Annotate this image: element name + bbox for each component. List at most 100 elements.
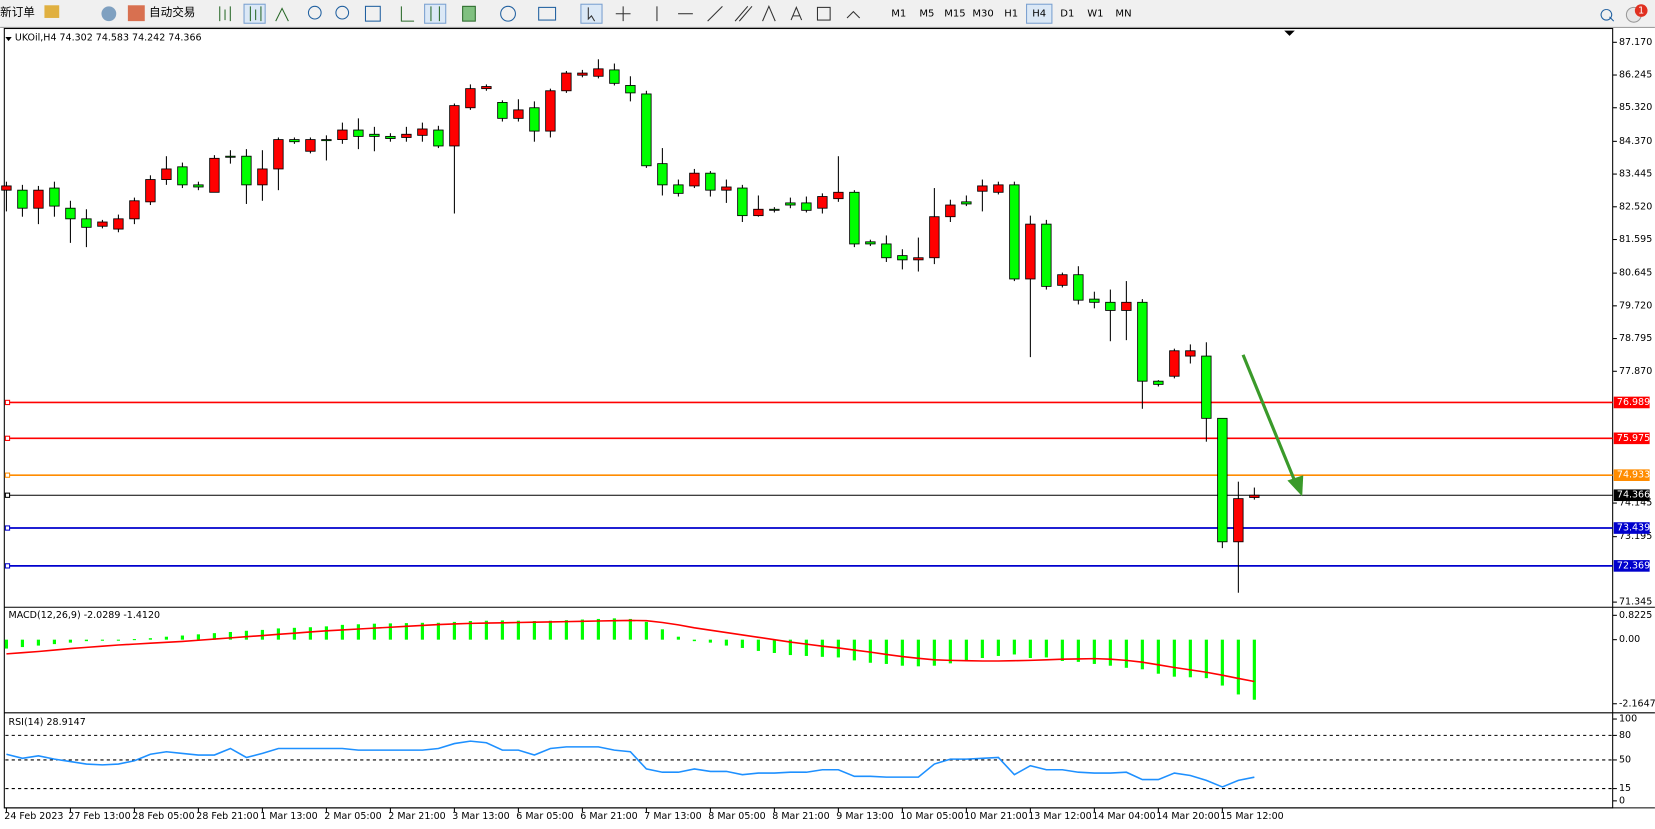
- candle-body: [769, 208, 780, 211]
- candle-body: [209, 157, 220, 193]
- x-tick-label: 8 Mar 21:00: [772, 811, 829, 822]
- notification-badge: [1634, 4, 1648, 17]
- icon[interactable]: [249, 6, 262, 22]
- candle-body: [1217, 417, 1228, 543]
- candle-body: [1105, 301, 1116, 311]
- candle-body: [721, 186, 732, 191]
- timeframe-button[interactable]: M15: [944, 9, 965, 20]
- timeframe-button[interactable]: D1: [1060, 9, 1074, 20]
- timeframe-button[interactable]: W1: [1087, 9, 1103, 20]
- macd-bar: [356, 624, 360, 640]
- fibo-tool[interactable]: [762, 4, 776, 22]
- icon[interactable]: [500, 5, 516, 22]
- candle-body: [145, 179, 156, 203]
- macd-bar: [612, 618, 616, 640]
- search-icon[interactable]: [1600, 8, 1615, 22]
- cursor-tool[interactable]: [580, 3, 603, 24]
- timeframe-button[interactable]: H1: [1004, 9, 1018, 20]
- icon[interactable]: [538, 6, 557, 21]
- macd-bar: [372, 623, 376, 640]
- icon[interactable]: [364, 5, 381, 22]
- level-label: 72.369: [1617, 560, 1650, 571]
- macd-bar: [644, 621, 648, 640]
- macd-bar: [100, 639, 104, 641]
- candle-body: [353, 129, 364, 137]
- macd-bar: [1028, 639, 1032, 659]
- candle-body: [273, 139, 284, 170]
- candle-body: [289, 139, 300, 143]
- timeframe-button[interactable]: M1: [891, 9, 906, 20]
- icon[interactable]: [430, 6, 440, 22]
- icon[interactable]: [44, 5, 60, 18]
- candle-body: [1169, 350, 1180, 377]
- timeframe-button[interactable]: M30: [972, 9, 993, 20]
- active-timeframe[interactable]: [1026, 3, 1053, 24]
- candle-body: [753, 208, 764, 217]
- icon[interactable]: [424, 3, 447, 24]
- y-tick-label: 86.245: [1619, 70, 1652, 81]
- icon[interactable]: [307, 5, 322, 20]
- x-tick-label: 27 Feb 13:00: [68, 811, 130, 822]
- x-tick-label: 6 Mar 05:00: [516, 811, 573, 822]
- icon[interactable]: [101, 6, 117, 22]
- macd-bar: [948, 639, 952, 664]
- candle-body: [1, 185, 12, 191]
- macd-bar: [516, 620, 520, 640]
- label-tool[interactable]: [816, 6, 831, 21]
- macd-bar: [964, 639, 968, 661]
- icon[interactable]: [219, 6, 231, 22]
- macd-bar: [660, 629, 664, 640]
- y-tick-label: 79.720: [1619, 300, 1652, 311]
- candle-body: [17, 189, 28, 209]
- candle-body: [577, 72, 588, 76]
- y-tick-label: 85.320: [1619, 102, 1652, 113]
- candle-body: [97, 221, 108, 227]
- channel-tool[interactable]: [734, 5, 753, 22]
- y-tick-label: 71.345: [1619, 597, 1652, 608]
- candle-body: [369, 133, 380, 137]
- drawing-tools[interactable]: [580, 3, 861, 24]
- macd-bar: [1092, 639, 1096, 664]
- timeframe-button[interactable]: MN: [1115, 9, 1131, 20]
- arrows-tool[interactable]: [846, 10, 861, 19]
- macd-bar: [580, 619, 584, 640]
- y-tick-label: 50: [1619, 754, 1631, 765]
- macd-bar: [228, 631, 232, 640]
- macd-bar: [1188, 639, 1192, 678]
- chart-border: [3, 27, 1614, 809]
- icon[interactable]: [462, 5, 476, 22]
- level-label: 76.989: [1617, 397, 1650, 408]
- crosshair-tool[interactable]: [615, 6, 631, 22]
- new-order-button[interactable]: 新订单: [0, 5, 35, 19]
- macd-bar: [436, 622, 440, 640]
- candle-body: [305, 139, 316, 152]
- arrow-shaft: [1241, 354, 1298, 485]
- macd-bar: [196, 634, 200, 640]
- macd-bar: [532, 621, 536, 640]
- candle-body: [641, 93, 652, 167]
- y-tick-label: 81.595: [1619, 234, 1652, 245]
- icon[interactable]: [335, 5, 350, 20]
- candle-body: [785, 202, 796, 206]
- auto-trading-icon[interactable]: [127, 5, 145, 22]
- macd-bar: [548, 620, 552, 640]
- timeframe-button[interactable]: M5: [919, 9, 934, 20]
- timeframe-button[interactable]: H4: [1032, 9, 1046, 20]
- candle-body: [593, 68, 604, 77]
- candle-body: [433, 129, 444, 147]
- toolbar-icons[interactable]: [219, 3, 557, 24]
- text-tool[interactable]: [790, 6, 803, 21]
- macd-bar: [692, 639, 696, 642]
- trendline-tool[interactable]: [707, 5, 723, 22]
- icon[interactable]: [400, 6, 415, 22]
- macd-bar: [1204, 639, 1208, 679]
- macd-bar: [1060, 639, 1064, 661]
- candle-body: [625, 85, 636, 94]
- icon[interactable]: [275, 7, 289, 22]
- candle-body: [49, 187, 60, 207]
- icon[interactable]: [243, 3, 266, 24]
- auto-trading-button[interactable]: 自动交易: [149, 5, 195, 19]
- icon[interactable]: [587, 7, 596, 22]
- macd-bar: [1044, 639, 1048, 658]
